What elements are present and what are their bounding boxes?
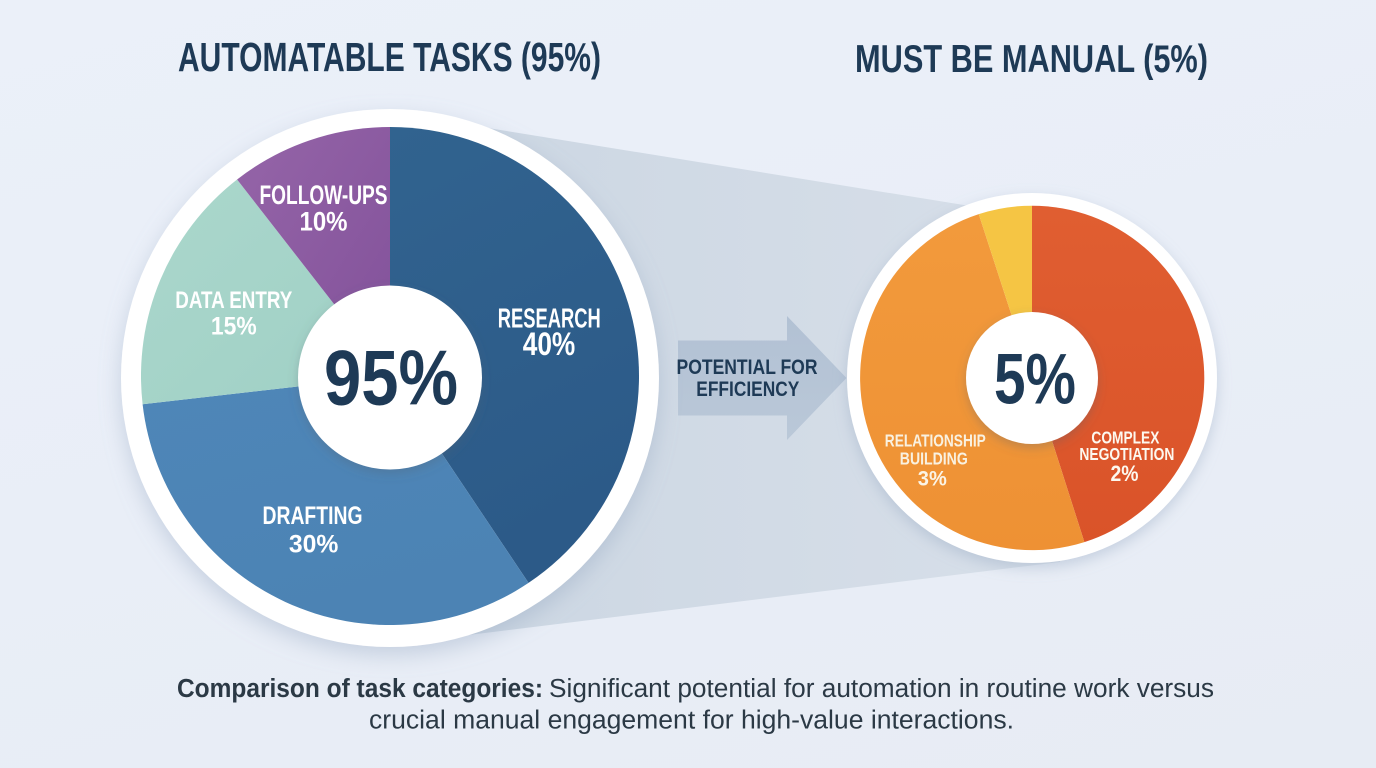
svg-text:EFFICIENCY: EFFICIENCY [696, 378, 799, 401]
svg-text:2%: 2% [1111, 461, 1139, 486]
svg-text:15%: 15% [211, 313, 257, 341]
svg-text:3%: 3% [918, 466, 947, 490]
svg-text:MUST BE MANUAL (5%): MUST BE MANUAL (5%) [855, 38, 1208, 81]
svg-text:NEGOTIATION: NEGOTIATION [1079, 444, 1174, 464]
svg-text:FOLLOW-UPS: FOLLOW-UPS [260, 180, 388, 210]
svg-text:Significant potential for auto: Significant potential for automation in … [549, 675, 1214, 703]
svg-text:RESEARCH: RESEARCH [498, 302, 601, 333]
svg-text:95%: 95% [324, 334, 458, 422]
svg-text:DRAFTING: DRAFTING [263, 502, 363, 530]
svg-text:POTENTIAL FOR: POTENTIAL FOR [677, 356, 818, 379]
svg-text:30%: 30% [289, 530, 339, 558]
svg-text:COMPLEX: COMPLEX [1091, 428, 1159, 447]
svg-text:DATA ENTRY: DATA ENTRY [175, 287, 292, 314]
svg-text:AUTOMATABLE TASKS (95%): AUTOMATABLE TASKS (95%) [178, 34, 601, 80]
svg-text:crucial manual engagement for: crucial manual engagement for high-value… [369, 706, 1014, 734]
svg-text:Comparison of task categories:: Comparison of task categories: [177, 675, 543, 703]
svg-text:40%: 40% [523, 326, 576, 362]
svg-text:RELATIONSHIP: RELATIONSHIP [885, 431, 986, 450]
svg-text:10%: 10% [300, 207, 348, 237]
svg-text:5%: 5% [994, 341, 1076, 420]
svg-text:BUILDING: BUILDING [900, 448, 968, 468]
